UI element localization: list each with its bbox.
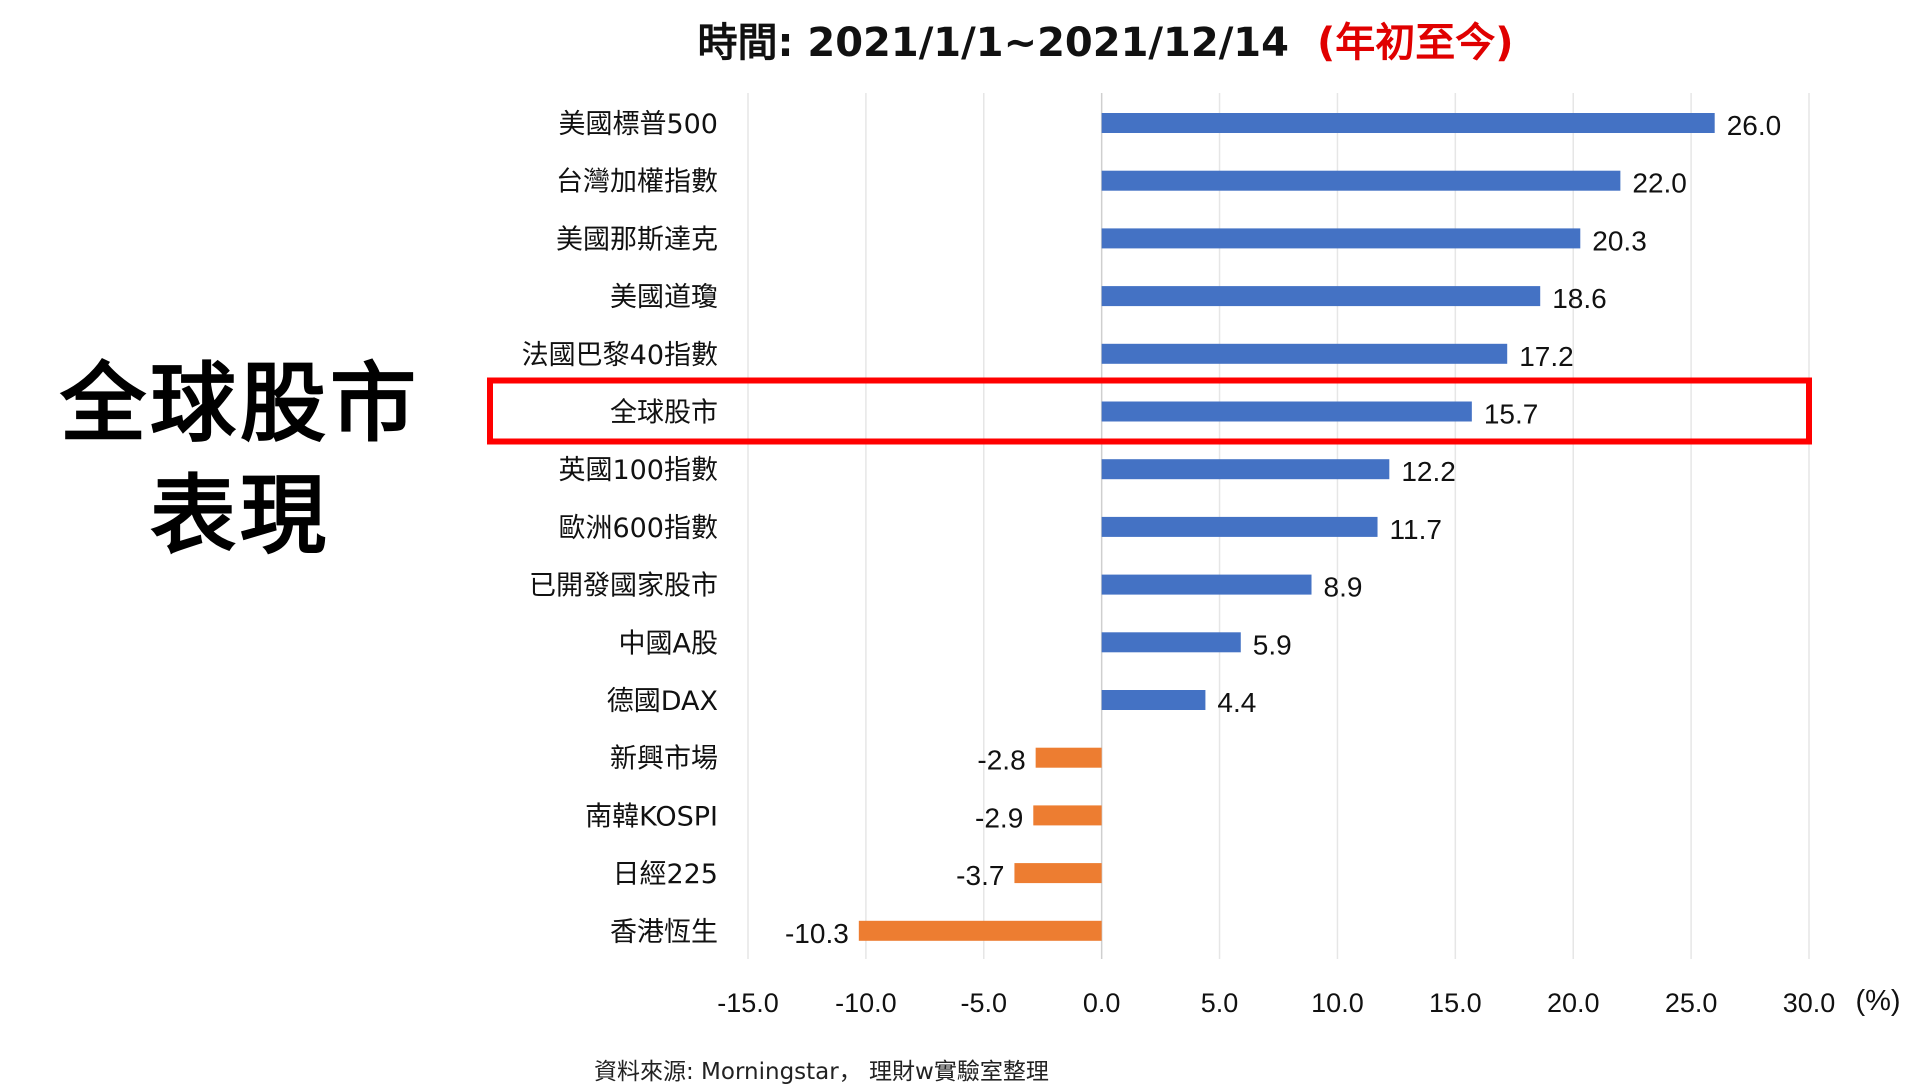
data-label: -10.3 (785, 918, 849, 949)
bar (1101, 459, 1390, 480)
bar (1101, 632, 1241, 653)
x-tick-label: 15.0 (1429, 988, 1482, 1018)
data-label: 20.3 (1592, 225, 1647, 256)
data-label: 8.9 (1324, 572, 1363, 603)
bar (1101, 574, 1312, 595)
data-label: 11.7 (1390, 514, 1442, 545)
side-heading: 全球股市 表現 (40, 348, 440, 572)
data-label: -3.7 (956, 860, 1004, 891)
bar (1101, 113, 1715, 133)
x-tick-label: -10.0 (835, 988, 897, 1018)
x-tick-label: -5.0 (961, 988, 1008, 1018)
data-label: 18.6 (1552, 283, 1607, 314)
bar (1035, 747, 1102, 768)
bar (858, 920, 1102, 941)
bar (1101, 170, 1621, 191)
data-label: -2.8 (977, 745, 1025, 776)
data-label: 4.4 (1217, 687, 1256, 718)
data-label: 12.2 (1401, 456, 1456, 487)
bar (1101, 516, 1378, 537)
category-label: 新興市場 (610, 744, 718, 775)
x-tick-label: 25.0 (1665, 988, 1718, 1018)
x-tick-label: 5.0 (1201, 988, 1239, 1018)
chart-title: 時間: 2021/1/1~2021/12/14 (年初至今) (0, 10, 1921, 68)
data-label: 5.9 (1253, 629, 1292, 660)
data-label: 17.2 (1519, 341, 1574, 372)
bar (1033, 805, 1102, 826)
category-label: 德國DAX (607, 686, 718, 717)
side-heading-line2: 表現 (150, 466, 330, 566)
x-tick-label: 30.0 (1783, 988, 1836, 1018)
highlight-box (487, 377, 1812, 445)
category-label: 美國道瓊 (610, 282, 718, 313)
x-tick-label: -15.0 (717, 988, 779, 1018)
category-label: 美國標普500 (558, 109, 718, 140)
title-main: 時間: 2021/1/1~2021/12/14 (697, 20, 1289, 66)
category-label: 美國那斯達克 (556, 224, 718, 255)
bar (1101, 343, 1508, 364)
bar (1014, 863, 1102, 884)
category-label: 法國巴黎40指數 (522, 340, 718, 371)
source-note: 資料來源: Morningstar， 理財w實驗室整理 (594, 1059, 1049, 1085)
category-label: 香港恆生 (610, 917, 718, 948)
category-label: 南韓KOSPI (585, 801, 718, 832)
bar (1101, 690, 1206, 710)
bar (1101, 401, 1472, 422)
category-label: 中國A股 (619, 628, 718, 659)
x-tick-label: 10.0 (1311, 988, 1364, 1018)
x-axis-unit: (%) (1855, 985, 1900, 1017)
category-label: 英國100指數 (558, 455, 718, 486)
data-label: 15.7 (1484, 399, 1539, 430)
x-tick-label: 20.0 (1547, 988, 1600, 1018)
bar (1101, 286, 1541, 307)
x-tick-label: 0.0 (1083, 988, 1121, 1018)
data-label: 26.0 (1727, 110, 1782, 141)
bar (1101, 228, 1581, 249)
category-label: 日經225 (612, 859, 718, 890)
category-label: 已開發國家股市 (529, 571, 718, 602)
title-highlight: (年初至今) (1316, 20, 1514, 66)
data-label: -2.9 (975, 802, 1023, 833)
category-label: 台灣加權指數 (556, 167, 718, 198)
category-label: 全球股市 (610, 398, 718, 429)
data-label: 22.0 (1632, 168, 1687, 199)
side-heading-line1: 全球股市 (60, 354, 420, 454)
category-label: 歐洲600指數 (558, 513, 718, 544)
